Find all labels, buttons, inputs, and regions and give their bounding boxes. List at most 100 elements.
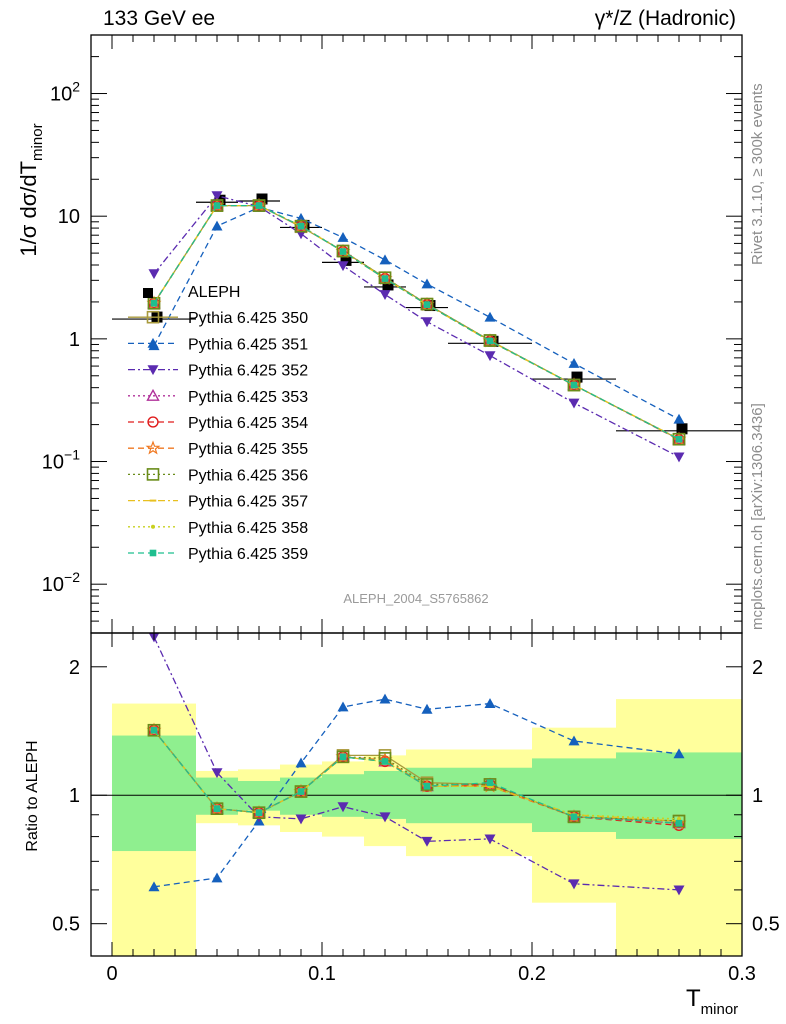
series-line [153, 194, 680, 458]
y-tick-base: 10 [50, 84, 72, 106]
y-tick-base: 10 [58, 206, 80, 228]
ratio-point [570, 813, 578, 821]
ratio-point [484, 698, 496, 708]
series-point [150, 299, 158, 307]
y-tick-label-ratio-right: 1 [752, 785, 763, 807]
ratio-uncertainty-bands [112, 699, 742, 956]
ratio-point [211, 768, 223, 779]
legend-marker [147, 365, 159, 376]
ratio-point [423, 782, 431, 790]
y-tick-exp: −1 [64, 447, 80, 463]
series-point [672, 432, 686, 446]
legend: ALEPH Pythia 6.425 350 Pythia 6.425 351 Pyt… [128, 284, 308, 563]
header-left: 133 GeV ee [103, 7, 215, 30]
data-point [676, 423, 688, 435]
legend-label: Pythia 6.425 355 [188, 441, 308, 458]
x-tick-label: 0 [106, 963, 117, 985]
y-tick-label-main: 10 [58, 206, 80, 228]
y-tick-base: 10 [42, 574, 64, 596]
ratio-line [153, 698, 680, 888]
series-point [484, 311, 496, 322]
legend-label: Pythia 6.425 354 [188, 415, 308, 432]
y-tick-label-main: 1 [69, 329, 80, 351]
legend-marker [146, 468, 160, 481]
y-axis-label-main: 1/σ dσ/dTminor [16, 123, 46, 256]
series-point [381, 275, 389, 282]
ratio-point [211, 872, 223, 883]
legend-entry: Pythia 6.425 358 [128, 520, 308, 537]
legend-marker [145, 440, 161, 455]
main-series-10 [150, 202, 683, 443]
legend-marker [147, 416, 159, 428]
series-point [337, 232, 349, 242]
series-line [153, 206, 680, 420]
ratio-point [484, 834, 496, 845]
analysis-watermark: ALEPH_2004_S5765862 [343, 591, 488, 606]
y-tick-label-ratio: 1 [69, 785, 80, 807]
ratio-point [381, 758, 389, 765]
legend-label: Pythia 6.425 350 [188, 310, 308, 327]
legend-label: Pythia 6.425 351 [188, 336, 308, 353]
series-point [255, 202, 263, 209]
ratio-point [420, 778, 434, 791]
x-tick-label: 0.3 [728, 963, 756, 985]
ratio-point [213, 805, 221, 812]
series-point [567, 378, 581, 392]
ratio-point [150, 726, 158, 734]
series-point [379, 254, 391, 265]
y-tick-label-main: 10−2 [42, 569, 80, 596]
legend-label: Pythia 6.425 358 [188, 520, 308, 537]
legend-entry: Pythia 6.425 356 [128, 467, 308, 484]
data-point [382, 279, 394, 291]
series-point [211, 191, 223, 202]
series-point [420, 297, 434, 311]
main-series-3 [148, 191, 685, 463]
data-point [256, 193, 268, 205]
ratio-point [673, 885, 685, 896]
legend-label: Pythia 6.425 356 [188, 467, 308, 484]
y-tick-label-main: 102 [50, 79, 80, 106]
axis-ticks [91, 34, 743, 956]
legend-label: ALEPH [188, 284, 240, 301]
y-tick-base: 10 [42, 452, 64, 474]
legend-marker [143, 288, 153, 298]
ratio-point [297, 788, 305, 795]
ratio-point [421, 703, 433, 714]
ratio-point [568, 735, 580, 746]
main-series-group [112, 191, 742, 463]
series-point [484, 351, 496, 362]
ratio-point [295, 814, 307, 825]
mcplots-label: mcplots.cern.ch [arXiv:1306.3436] [749, 403, 766, 630]
series-point [486, 337, 494, 345]
series-line [153, 204, 680, 440]
legend-entry: Pythia 6.425 351 [128, 336, 308, 353]
ratio-plot-frame [90, 632, 743, 957]
series-point [421, 317, 433, 328]
series-point [423, 301, 431, 308]
y-axis-label-main-sub: minor [29, 123, 46, 161]
x-tick-label: 0.2 [518, 963, 546, 985]
y-axis-label-main-text: 1/σ dσ/dT [16, 161, 41, 257]
x-axis-label: Tminor [686, 985, 738, 1018]
legend-marker [149, 549, 157, 557]
series-point [297, 222, 305, 230]
ratio-point [379, 693, 391, 704]
y-tick-label-ratio-right: 2 [752, 657, 763, 679]
series-point [211, 220, 223, 231]
ratio-series-group [146, 632, 687, 896]
series-line [153, 204, 680, 440]
ratio-point [337, 802, 349, 813]
main-plot-frame [90, 34, 743, 634]
legend-entry: ALEPH [143, 284, 240, 301]
legend-entry: Pythia 6.425 352 [128, 363, 308, 380]
legend-entry: Pythia 6.425 355 [128, 440, 308, 458]
ratio-point [337, 701, 349, 712]
ratio-point [294, 785, 308, 798]
legend-marker [147, 337, 159, 348]
series-point [294, 219, 308, 233]
legend-entry: Pythia 6.425 353 [128, 389, 308, 406]
y-tick-label-ratio: 2 [69, 657, 80, 679]
ratio-point [147, 723, 161, 737]
legend-entry: Pythia 6.425 357 [128, 494, 308, 511]
